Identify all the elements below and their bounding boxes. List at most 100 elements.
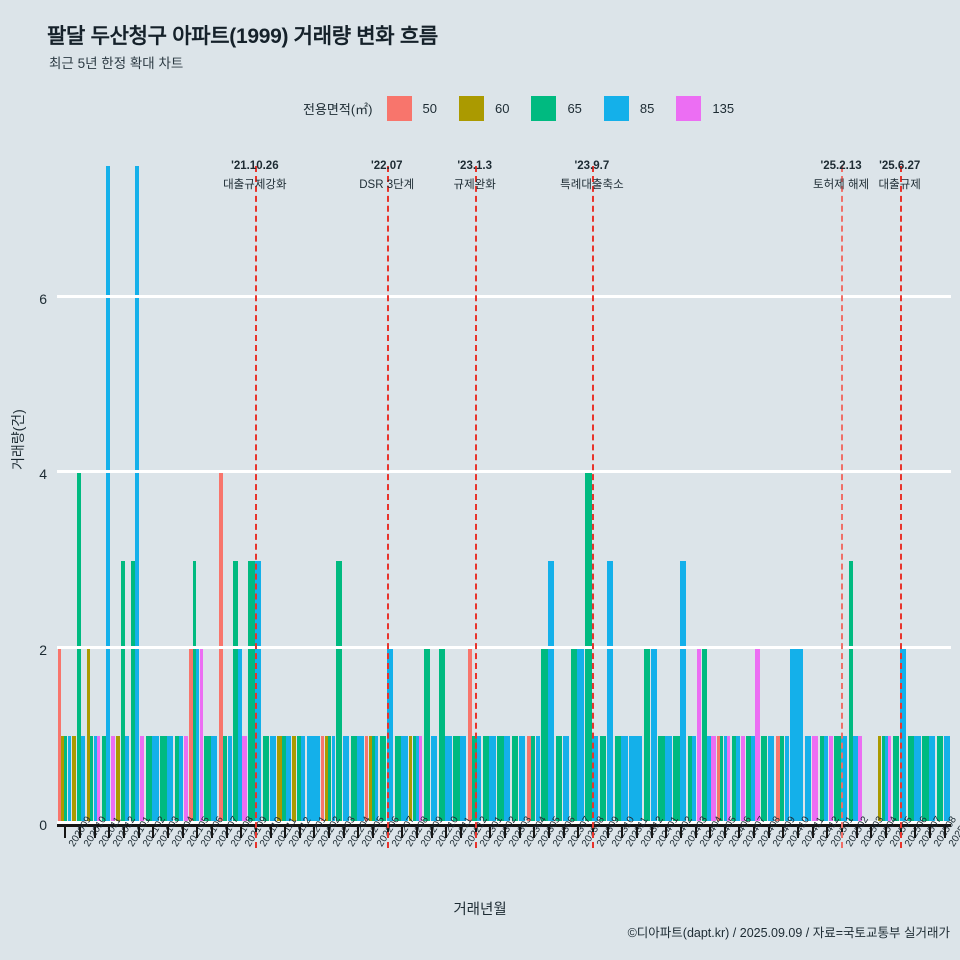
bar-202109-135[interactable]	[242, 736, 247, 824]
bar-202311-85[interactable]	[621, 736, 628, 824]
bar-202307-85[interactable]	[562, 736, 569, 824]
bar-202012-135[interactable]	[110, 736, 115, 824]
bar-202405-135[interactable]	[711, 736, 716, 824]
bar-202205-85[interactable]	[357, 736, 364, 824]
bar-202501-135[interactable]	[828, 736, 833, 824]
bar-202011-85[interactable]	[93, 736, 97, 824]
bar-202507-85[interactable]	[914, 736, 921, 824]
bar-202111-65[interactable]	[262, 736, 270, 824]
bar-202509-65[interactable]	[936, 736, 944, 824]
bar-202406-85[interactable]	[723, 736, 727, 824]
bar-202306-65[interactable]	[541, 648, 548, 824]
bar-202303-85[interactable]	[504, 736, 511, 824]
bar-202412-85[interactable]	[805, 736, 812, 824]
bar-202203-65[interactable]	[328, 736, 332, 824]
bar-202303-65[interactable]	[497, 736, 504, 824]
bar-202501-65[interactable]	[819, 736, 824, 824]
bar-202405-65[interactable]	[702, 648, 707, 824]
bar-202302-85[interactable]	[489, 736, 496, 824]
legend-item-85[interactable]: 85	[603, 96, 676, 121]
bar-202207-85[interactable]	[386, 648, 394, 824]
bar-202107-85[interactable]	[210, 736, 218, 824]
bar-202103-85[interactable]	[152, 736, 159, 824]
bar-202202-85[interactable]	[306, 736, 320, 824]
bar-202505-85[interactable]	[885, 736, 889, 824]
legend-item-60[interactable]: 60	[458, 96, 531, 121]
bar-202302-65[interactable]	[482, 736, 489, 824]
bar-202112-65[interactable]	[281, 736, 287, 824]
bar-202308-65[interactable]	[570, 648, 577, 824]
bar-202112-60[interactable]	[277, 736, 282, 824]
bar-202407-85[interactable]	[736, 736, 741, 824]
bar-202505-65[interactable]	[881, 736, 885, 824]
bar-202011-65[interactable]	[90, 736, 94, 824]
bar-202304-85[interactable]	[518, 736, 526, 824]
bar-202009-85[interactable]	[67, 736, 71, 824]
bar-202110-65[interactable]	[248, 560, 255, 824]
bar-202209-85[interactable]	[416, 736, 420, 824]
bar-202212-85[interactable]	[460, 736, 467, 824]
bar-202404-85[interactable]	[692, 736, 697, 824]
bar-202009-60[interactable]	[60, 736, 64, 824]
bar-202308-85[interactable]	[577, 648, 584, 824]
bar-202102-135[interactable]	[139, 736, 144, 824]
bar-202403-85[interactable]	[679, 560, 687, 824]
bar-202106-135[interactable]	[199, 648, 203, 824]
bar-202503-65[interactable]	[848, 560, 854, 824]
bar-202106-50[interactable]	[189, 648, 193, 824]
bar-202205-65[interactable]	[350, 736, 358, 824]
bar-202407-65[interactable]	[731, 736, 736, 824]
bar-202408-135[interactable]	[755, 648, 760, 824]
bar-202411-85[interactable]	[790, 648, 804, 824]
bar-202405-85[interactable]	[706, 736, 712, 824]
bar-202106-85[interactable]	[196, 648, 200, 824]
bar-202508-85[interactable]	[929, 736, 936, 824]
bar-202305-85[interactable]	[535, 736, 540, 824]
bar-202103-65[interactable]	[145, 736, 152, 824]
bar-202305-50[interactable]	[526, 736, 531, 824]
bar-202307-65[interactable]	[555, 736, 563, 824]
bar-202407-135[interactable]	[740, 736, 745, 824]
bar-202105-65[interactable]	[174, 736, 179, 824]
bar-202203-60[interactable]	[324, 736, 328, 824]
bar-202310-65[interactable]	[599, 736, 607, 824]
bar-202211-85[interactable]	[445, 736, 452, 824]
bar-202409-65[interactable]	[761, 736, 768, 824]
bar-202010-85[interactable]	[81, 736, 86, 824]
bar-202404-65[interactable]	[687, 736, 692, 824]
bar-202211-65[interactable]	[438, 648, 446, 824]
bar-202502-85[interactable]	[841, 736, 848, 824]
bar-202309-85[interactable]	[591, 736, 599, 824]
legend-item-65[interactable]: 65	[531, 96, 603, 121]
bar-202109-85[interactable]	[237, 648, 243, 824]
bar-202203-50[interactable]	[321, 736, 325, 824]
bar-202402-65[interactable]	[658, 736, 665, 824]
bar-202203-85[interactable]	[331, 736, 335, 824]
bar-202409-85[interactable]	[767, 736, 775, 824]
bar-202208-65[interactable]	[394, 736, 402, 824]
bar-202201-60[interactable]	[292, 736, 297, 824]
bar-202206-50[interactable]	[365, 736, 369, 824]
bar-202406-50[interactable]	[717, 736, 721, 824]
bar-202104-65[interactable]	[160, 736, 167, 824]
bar-202109-65[interactable]	[233, 560, 238, 824]
bar-202206-65[interactable]	[372, 736, 376, 824]
bar-202408-65[interactable]	[746, 736, 751, 824]
bar-202412-135[interactable]	[811, 736, 819, 824]
bar-202410-65[interactable]	[780, 736, 785, 824]
bar-202401-85[interactable]	[650, 648, 657, 824]
bar-202505-60[interactable]	[878, 736, 882, 824]
bar-202112-85[interactable]	[286, 736, 291, 824]
bar-202207-65[interactable]	[380, 736, 387, 824]
bar-202201-65[interactable]	[296, 736, 301, 824]
bar-202410-50[interactable]	[775, 736, 780, 824]
bar-202011-60[interactable]	[86, 648, 90, 824]
bar-202009-65[interactable]	[64, 736, 68, 824]
bar-202206-85[interactable]	[375, 736, 379, 824]
bar-202507-65[interactable]	[907, 736, 914, 824]
bar-202204-85[interactable]	[342, 736, 350, 824]
bar-202506-65[interactable]	[892, 736, 900, 824]
bar-202208-85[interactable]	[401, 736, 408, 824]
bar-202108-85[interactable]	[227, 736, 232, 824]
bar-202301-65[interactable]	[472, 736, 477, 824]
